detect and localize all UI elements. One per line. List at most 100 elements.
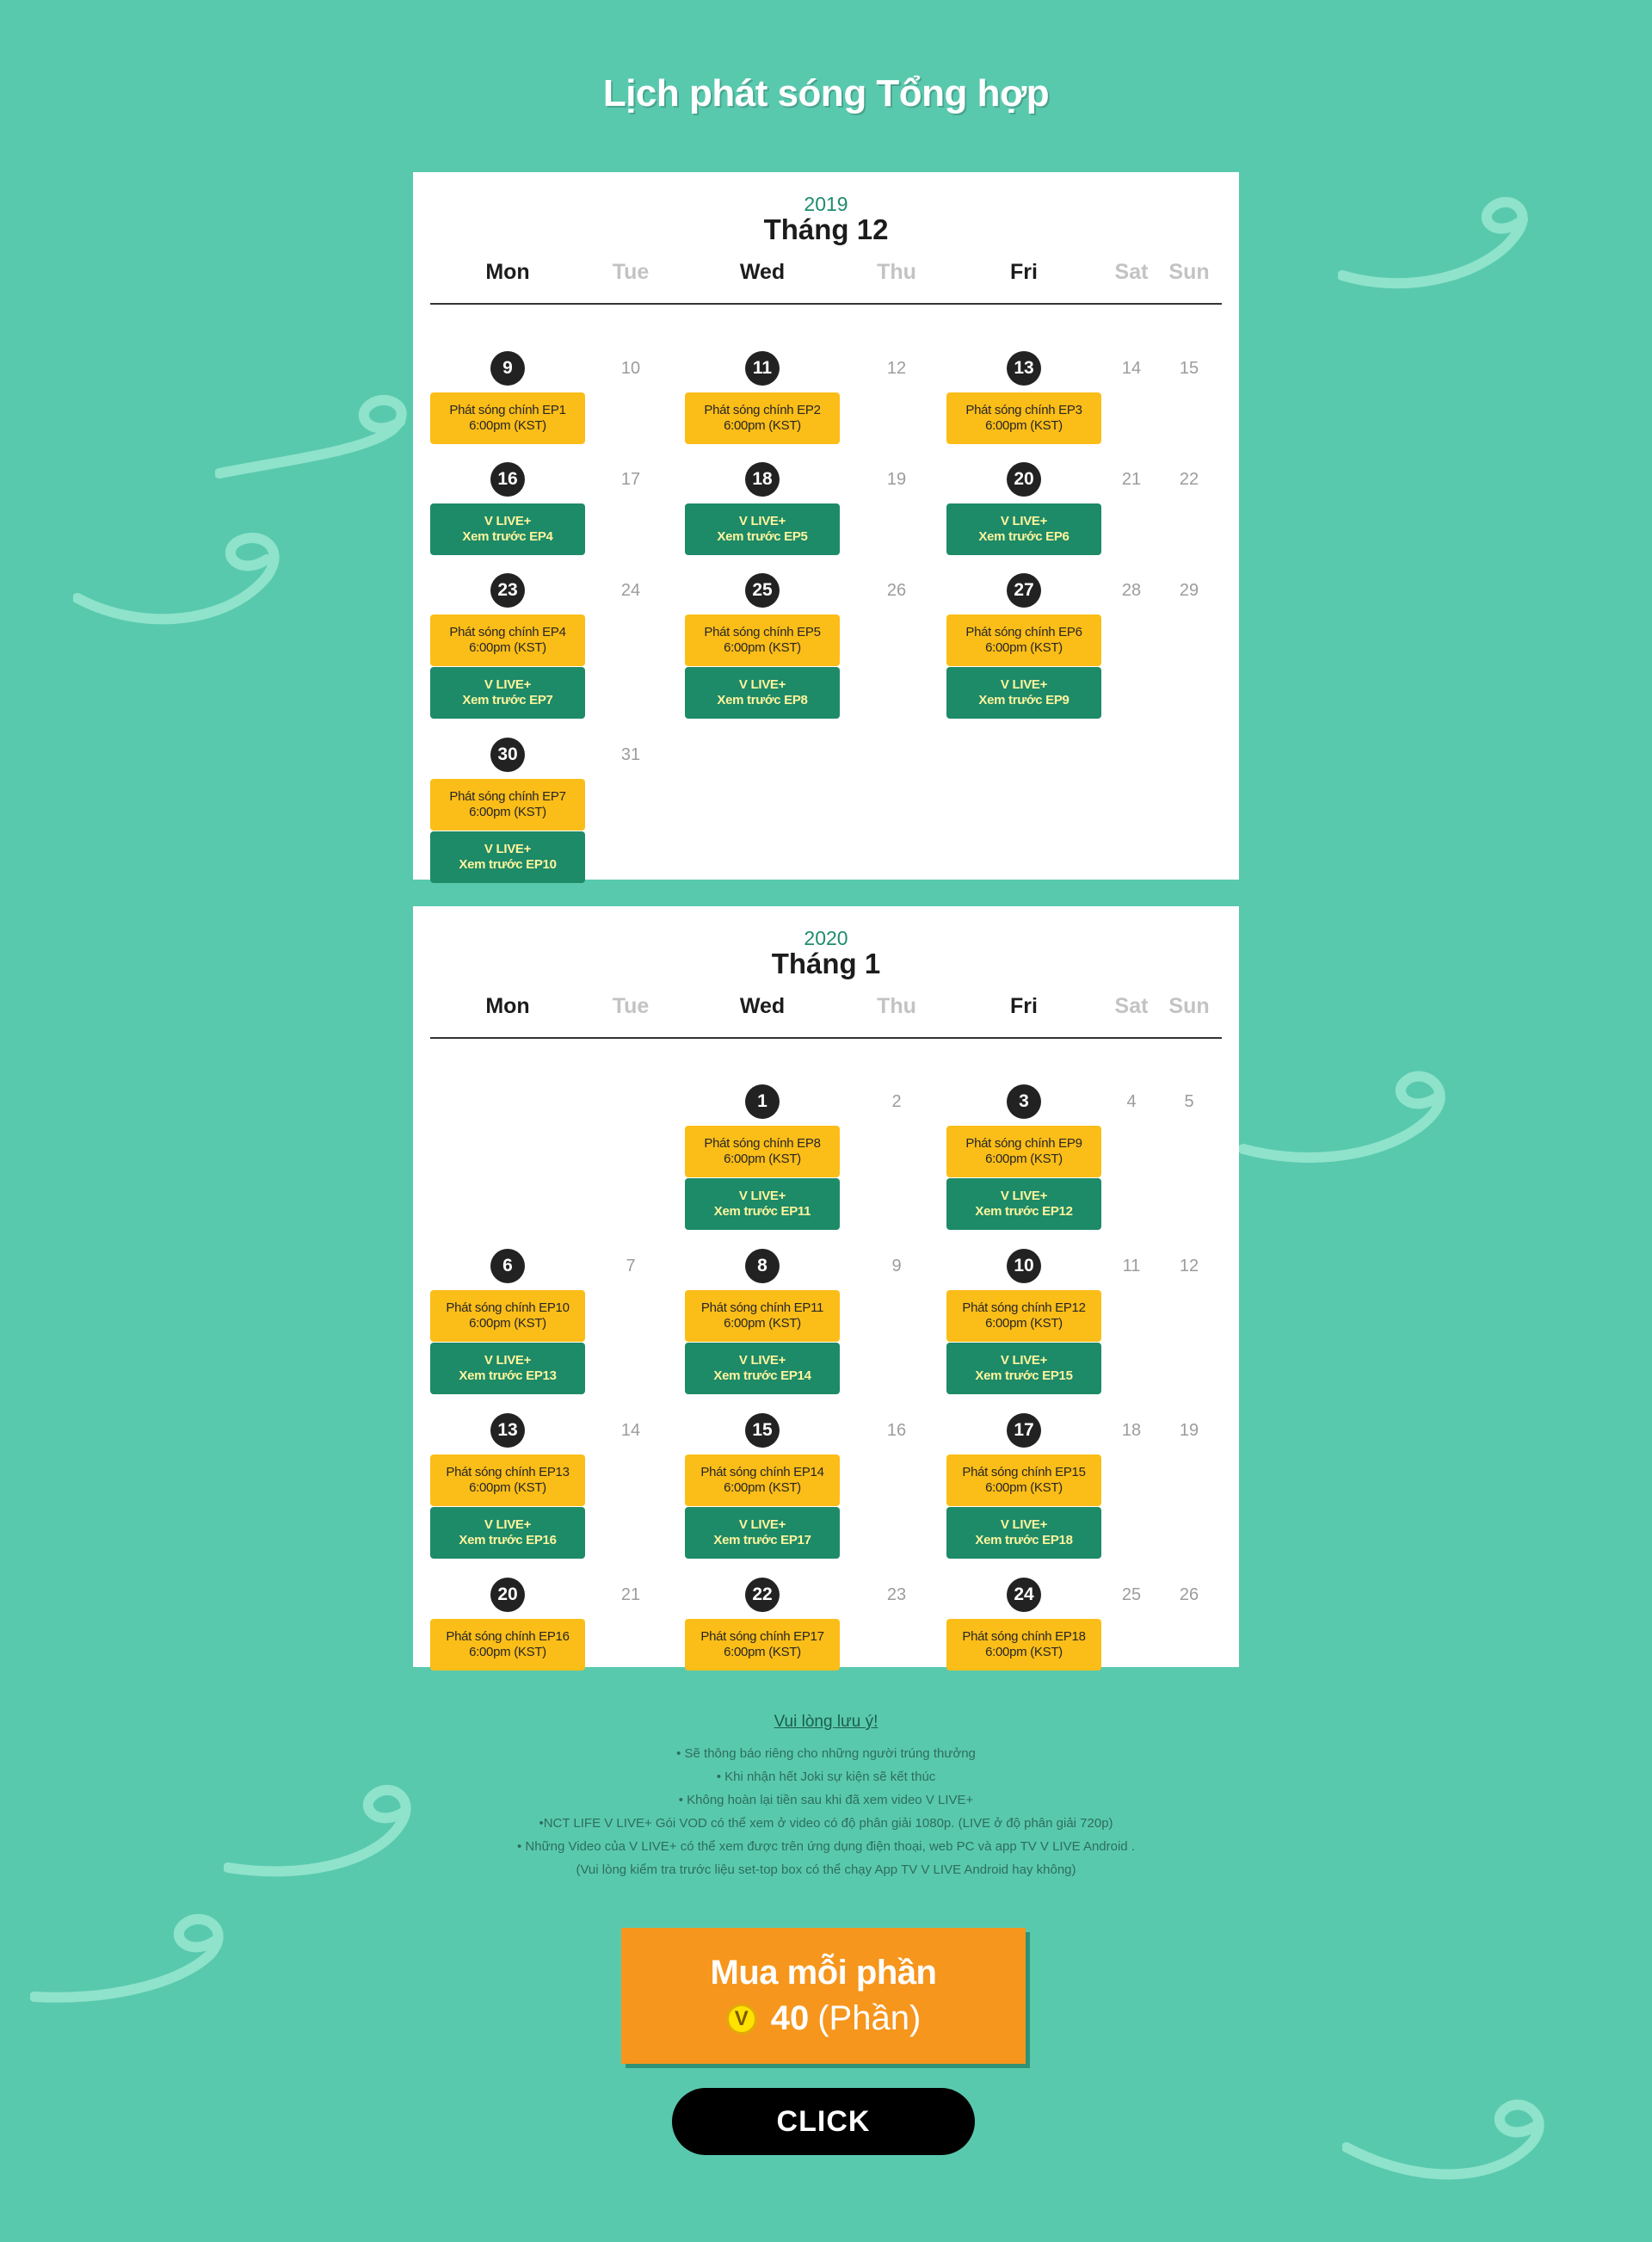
notes-line: •NCT LIFE V LIVE+ Gói VOD có thể xem ở v… <box>539 1816 1113 1831</box>
weekday-divider <box>430 1037 1222 1039</box>
event-title: V LIVE+ <box>484 842 532 856</box>
day-number: 19 <box>886 470 907 489</box>
day-number: 26 <box>886 581 907 600</box>
event-title: Phát sóng chính EP13 <box>446 1465 570 1479</box>
weekday-divider <box>430 303 1222 305</box>
event-title: Phát sóng chính EP16 <box>446 1629 570 1644</box>
event-title: Phát sóng chính EP6 <box>965 625 1082 639</box>
day-number-highlight: 3 <box>1007 1084 1041 1119</box>
calendar-month: Tháng 1 <box>771 948 881 979</box>
weekday-sat: Sat <box>1114 260 1149 284</box>
broadcast-event: Phát sóng chính EP13 6:00pm (KST) <box>430 1455 585 1506</box>
event-subtitle: Xem trước EP7 <box>462 693 553 707</box>
broadcast-event: Phát sóng chính EP15 6:00pm (KST) <box>946 1455 1101 1506</box>
event-subtitle: Xem trước EP13 <box>459 1368 557 1383</box>
notes-title: Vui lòng lưu ý! <box>774 1713 878 1731</box>
weekday-mon: Mon <box>485 260 530 284</box>
event-title: Phát sóng chính EP7 <box>449 789 566 804</box>
day-number: 16 <box>886 1421 907 1440</box>
swirl-decoration <box>215 394 407 479</box>
broadcast-event: Phát sóng chính EP16 6:00pm (KST) <box>430 1619 585 1671</box>
swirl-decoration <box>1239 1071 1446 1163</box>
notes-line: (Vui lòng kiểm tra trước liệu set-top bo… <box>576 1862 1076 1877</box>
broadcast-event: Phát sóng chính EP11 6:00pm (KST) <box>685 1290 840 1342</box>
event-time: 6:00pm (KST) <box>469 418 546 433</box>
event-title: V LIVE+ <box>738 1517 786 1532</box>
broadcast-event: Phát sóng chính EP17 6:00pm (KST) <box>685 1619 840 1671</box>
day-number: 4 <box>1126 1092 1137 1111</box>
day-number: 17 <box>620 470 641 489</box>
day-number: 12 <box>886 359 907 378</box>
broadcast-event: Phát sóng chính EP18 6:00pm (KST) <box>946 1619 1101 1671</box>
vlive-preview-event: V LIVE+ Xem trước EP4 <box>430 503 585 555</box>
broadcast-event: Phát sóng chính EP4 6:00pm (KST) <box>430 615 585 666</box>
event-subtitle: Xem trước EP6 <box>978 529 1069 544</box>
day-number-highlight: 13 <box>490 1413 525 1448</box>
event-subtitle: Xem trước EP14 <box>713 1368 811 1383</box>
notes-line: • Không hoàn lại tiền sau khi đã xem vid… <box>678 1793 974 1807</box>
vlive-preview-event: V LIVE+ Xem trước EP9 <box>946 667 1101 719</box>
calendar-year: 2019 <box>804 193 848 215</box>
event-time: 6:00pm (KST) <box>724 1645 801 1659</box>
weekday-wed: Wed <box>739 994 786 1018</box>
v-coin-icon: V <box>725 2003 757 2035</box>
weekday-tue: Tue <box>612 260 650 284</box>
event-title: Phát sóng chính EP1 <box>449 403 566 417</box>
event-time: 6:00pm (KST) <box>985 1480 1063 1495</box>
buy-episode-button[interactable]: Mua mỗi phần V 40 (Phần) <box>621 1928 1026 2064</box>
day-number-highlight: 24 <box>1007 1578 1041 1612</box>
weekday-fri: Fri <box>1010 260 1038 284</box>
event-title: Phát sóng chính EP17 <box>700 1629 824 1644</box>
event-time: 6:00pm (KST) <box>469 805 546 819</box>
day-number-highlight: 15 <box>745 1413 780 1448</box>
broadcast-event: Phát sóng chính EP6 6:00pm (KST) <box>946 615 1101 666</box>
vlive-preview-event: V LIVE+ Xem trước EP18 <box>946 1507 1101 1559</box>
event-subtitle: Xem trước EP10 <box>459 857 557 872</box>
day-number: 9 <box>891 1257 902 1275</box>
event-title: Phát sóng chính EP8 <box>704 1136 821 1151</box>
notes-line: • Sẽ thông báo riêng cho những người trú… <box>676 1746 976 1761</box>
broadcast-event: Phát sóng chính EP14 6:00pm (KST) <box>685 1455 840 1506</box>
weekday-thu: Thu <box>877 994 916 1018</box>
buy-amount: 40 <box>770 1999 810 2037</box>
day-number: 2 <box>891 1092 902 1111</box>
event-title: V LIVE+ <box>1000 514 1048 528</box>
event-time: 6:00pm (KST) <box>985 640 1063 655</box>
weekday-sun: Sun <box>1168 994 1210 1018</box>
click-button[interactable]: CLICK <box>672 2088 975 2155</box>
day-number-highlight: 20 <box>1007 462 1041 497</box>
event-time: 6:00pm (KST) <box>724 1152 801 1166</box>
broadcast-event: Phát sóng chính EP5 6:00pm (KST) <box>685 615 840 666</box>
day-number-highlight: 23 <box>490 573 525 608</box>
day-number: 10 <box>620 359 641 378</box>
day-number: 21 <box>1121 470 1142 489</box>
event-subtitle: Xem trước EP17 <box>713 1533 811 1547</box>
weekday-sat: Sat <box>1114 994 1149 1018</box>
day-number-highlight: 22 <box>745 1578 780 1612</box>
event-title: Phát sóng chính EP5 <box>704 625 821 639</box>
weekday-mon: Mon <box>485 994 530 1018</box>
day-number: 25 <box>1121 1585 1142 1604</box>
day-number-highlight: 8 <box>745 1249 780 1283</box>
day-number-highlight: 20 <box>490 1578 525 1612</box>
day-number: 18 <box>1121 1421 1142 1440</box>
day-number-highlight: 16 <box>490 462 525 497</box>
vlive-preview-event: V LIVE+ Xem trước EP5 <box>685 503 840 555</box>
day-number-highlight: 10 <box>1007 1249 1041 1283</box>
notes-line: • Những Video của V LIVE+ có thể xem đượ… <box>516 1839 1135 1854</box>
event-time: 6:00pm (KST) <box>724 640 801 655</box>
swirl-decoration <box>1338 197 1528 289</box>
swirl-decoration <box>73 533 280 625</box>
event-title: V LIVE+ <box>738 514 786 528</box>
page-title: Lịch phát sóng Tổng hợp <box>602 72 1050 114</box>
event-subtitle: Xem trước EP4 <box>462 529 553 544</box>
swirl-decoration <box>30 1914 224 2003</box>
broadcast-event: Phát sóng chính EP1 6:00pm (KST) <box>430 392 585 444</box>
event-subtitle: Xem trước EP16 <box>459 1533 557 1547</box>
event-title: V LIVE+ <box>738 1189 786 1203</box>
event-time: 6:00pm (KST) <box>724 418 801 433</box>
event-time: 6:00pm (KST) <box>985 1152 1063 1166</box>
event-title: Phát sóng chính EP12 <box>962 1300 1086 1315</box>
vlive-preview-event: V LIVE+ Xem trước EP16 <box>430 1507 585 1559</box>
event-time: 6:00pm (KST) <box>469 1645 546 1659</box>
